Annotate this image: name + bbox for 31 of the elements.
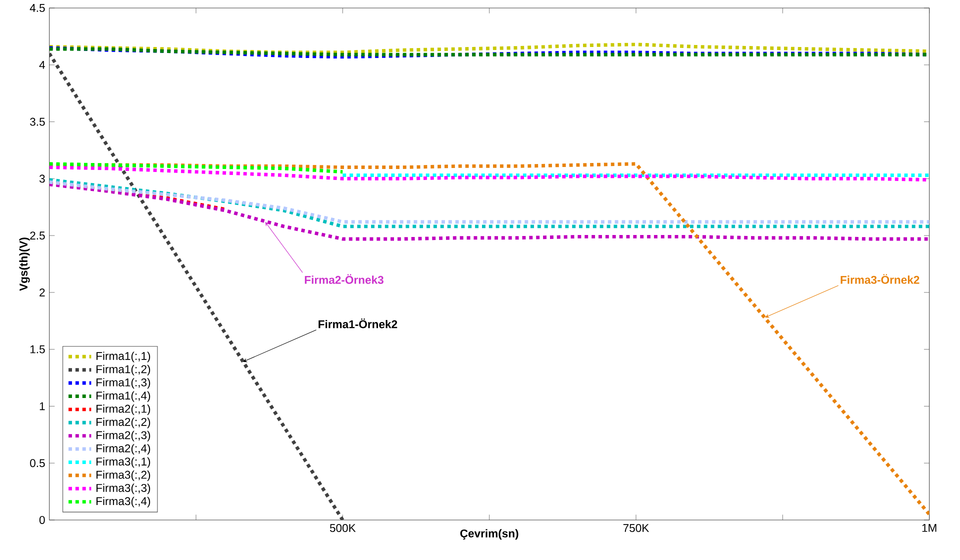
legend-label: Firma2(:,3) — [96, 430, 150, 442]
legend-label: Firma2(:,4) — [96, 444, 150, 455]
y-tick-label: 3.5 — [30, 118, 45, 126]
y-tick-label: 3 — [39, 174, 45, 183]
annotation: Firma1-Örnek2 — [318, 318, 398, 328]
legend-label: Firma3(:,1) — [96, 457, 150, 468]
legend-label: Firma3(:,4) — [96, 496, 150, 508]
x-axis-title: Çevrim(sn) — [460, 529, 518, 540]
annotation: Firma2-Örnek3 — [304, 274, 384, 284]
y-tick-label: 0 — [39, 516, 45, 524]
y-tick-label: 0.5 — [30, 459, 45, 468]
legend-label: Firma3(:,3) — [96, 484, 150, 494]
y-tick-label: 4 — [39, 61, 45, 69]
y-tick-label: 1 — [40, 402, 45, 410]
legend-label: Firma1(:,3) — [96, 378, 150, 389]
legend-label: Firma1(:,2) — [96, 364, 150, 376]
y-tick-label: 2.5 — [30, 232, 45, 240]
legend-label: Firma3(:,2) — [96, 470, 150, 481]
x-tick-label: 500K — [330, 524, 356, 532]
legend-label: Firma2(:,2) — [96, 418, 150, 428]
y-tick-label: 2 — [40, 288, 45, 296]
legend-label: Firma2(:,1) — [96, 404, 150, 416]
legend-label: Firma1(:,4) — [96, 391, 150, 402]
y-tick-label: 1.5 — [30, 345, 45, 354]
x-tick-label: 1M — [922, 524, 936, 532]
legend-label: Firma1(:,1) — [96, 352, 150, 362]
y-axis-title: Vgs(th)(V) — [19, 238, 30, 291]
annotation: Firma3-Örnek2 — [840, 274, 920, 284]
x-tick-label: 750K — [623, 524, 650, 532]
y-tick-label: 4.5 — [30, 4, 45, 12]
line-series — [49, 162, 344, 174]
